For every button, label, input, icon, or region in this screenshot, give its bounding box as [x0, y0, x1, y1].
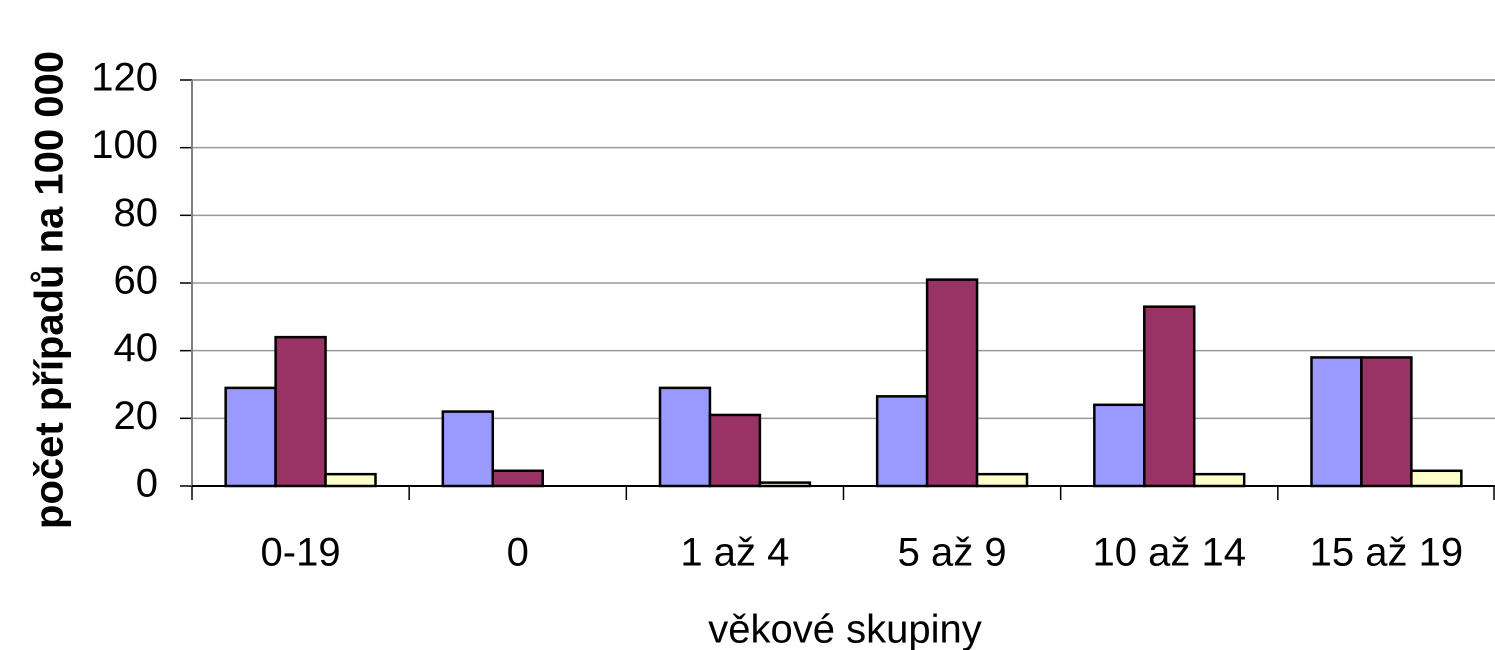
y-tick-label: 0 [136, 462, 158, 506]
bar [975, 472, 1029, 488]
x-tick-label: 10 až 14 [1093, 531, 1246, 575]
bar [925, 278, 979, 488]
y-tick-label: 80 [114, 191, 159, 235]
x-tick-label: 1 až 4 [680, 531, 789, 575]
x-tick-label: 15 až 19 [1310, 531, 1463, 575]
bar [875, 395, 929, 488]
bar [1192, 472, 1246, 488]
bar [1093, 403, 1146, 488]
bar [708, 413, 762, 488]
bar [224, 386, 277, 488]
bar [491, 469, 544, 488]
y-tick-label: 120 [91, 56, 158, 100]
x-tick-label: 0 [507, 531, 529, 575]
bar [441, 410, 495, 488]
bar [1143, 305, 1196, 488]
y-tick-label: 60 [114, 259, 159, 303]
bar [1360, 356, 1413, 488]
bar [1310, 356, 1363, 488]
bar [758, 481, 812, 488]
x-axis-label: věkové skupiny [708, 608, 981, 650]
x-tick-label: 5 až 9 [898, 531, 1007, 575]
y-tick-label: 20 [114, 394, 159, 438]
bar [1410, 469, 1463, 488]
bar [274, 335, 327, 488]
x-tick-label: 0-19 [261, 531, 341, 575]
bar [324, 472, 377, 488]
bar [658, 386, 712, 488]
y-axis-label: počet případů na 100 000 [28, 51, 72, 529]
y-tick-label: 100 [91, 123, 158, 167]
y-tick-label: 40 [114, 326, 159, 370]
